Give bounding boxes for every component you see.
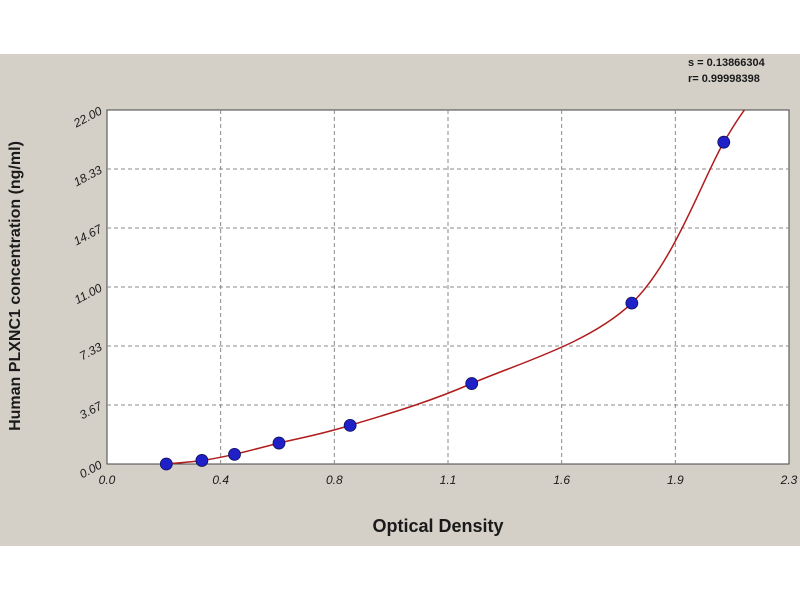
stats-s-line: s = 0.13866304 <box>688 57 766 69</box>
y-tick-label: 14.67 <box>71 221 105 248</box>
y-tick-label: 11.00 <box>72 281 105 307</box>
x-tick-label: 2.3 <box>780 473 798 487</box>
data-point <box>228 447 241 461</box>
chart-panel: s = 0.13866304 r= 0.99998398 0.0 0.4 0.8 1.… <box>0 54 800 546</box>
x-axis-label: Optical Density <box>372 516 503 536</box>
x-tick-label: 1.9 <box>667 473 684 487</box>
y-tick-label: 7.33 <box>77 340 104 363</box>
x-tick-label: 0.8 <box>326 473 343 487</box>
data-point <box>343 418 357 432</box>
x-tick-label: 1.1 <box>440 473 457 487</box>
x-tick-label: 1.6 <box>553 473 570 487</box>
chart-svg: s = 0.13866304 r= 0.99998398 0.0 0.4 0.8 1.… <box>7 57 798 536</box>
y-axis-label: Human PLXNC1 concentration (ng/ml) <box>7 141 24 431</box>
data-point <box>159 457 173 471</box>
data-point <box>465 377 479 390</box>
y-tick-label: 22.00 <box>70 104 104 131</box>
y-tick-label: 18.33 <box>71 163 104 190</box>
data-point <box>717 135 731 149</box>
stats-annotation: s = 0.13866304 r= 0.99998398 <box>688 57 766 85</box>
x-tick-label: 0.0 <box>99 473 116 487</box>
data-points <box>159 135 731 471</box>
grid <box>107 110 789 464</box>
data-point <box>272 436 286 450</box>
data-point <box>625 296 639 310</box>
stats-r-line: r= 0.99998398 <box>688 73 760 85</box>
data-point <box>195 454 209 467</box>
x-tick-labels: 0.0 0.4 0.8 1.1 1.6 1.9 2.3 <box>99 473 798 487</box>
y-tick-label: 3.67 <box>77 398 105 422</box>
x-tick-label: 0.4 <box>212 473 229 487</box>
